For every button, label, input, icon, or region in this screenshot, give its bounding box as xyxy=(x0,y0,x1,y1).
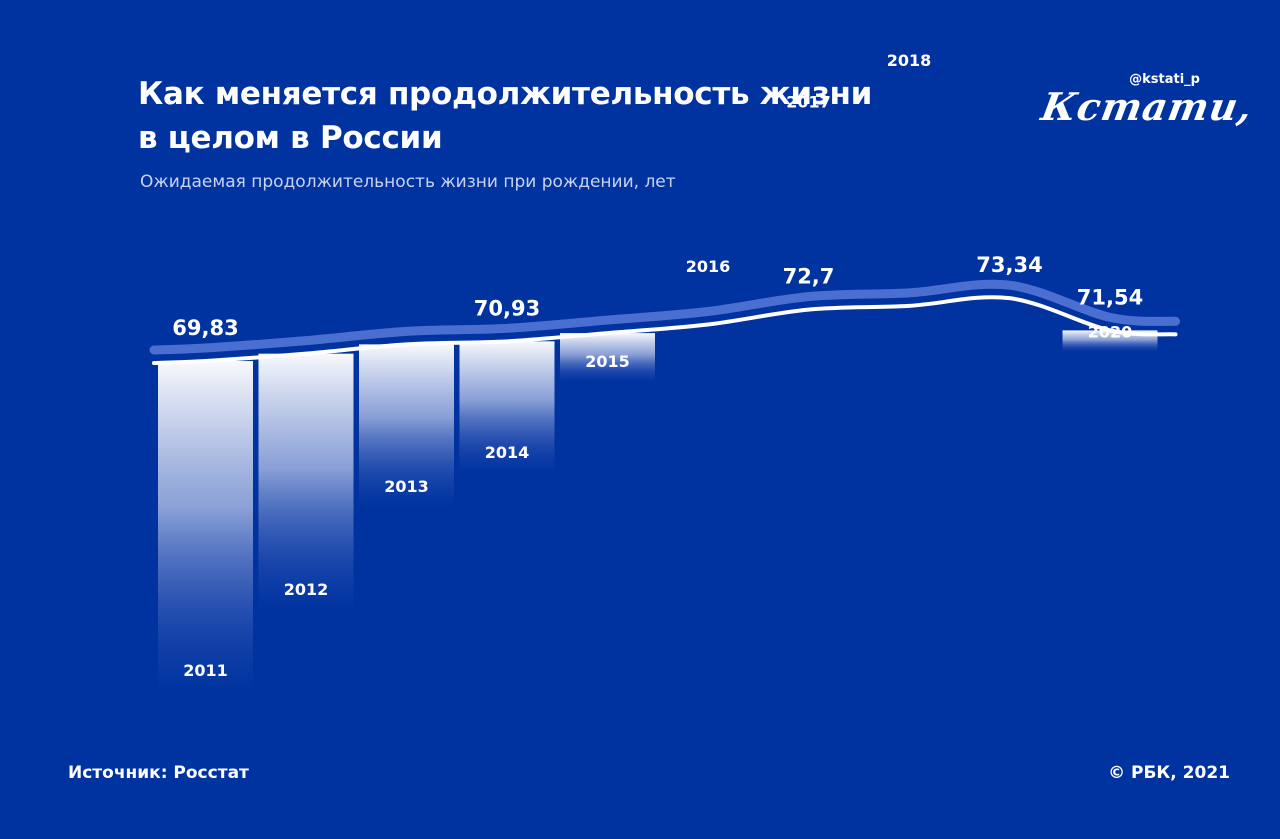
year-label-2017: 2017 xyxy=(786,93,831,112)
chart-subtitle: Ожидаемая продолжительность жизни при ро… xyxy=(140,172,676,192)
year-label-2016: 2016 xyxy=(686,257,731,276)
logo-handle: @kstati_p xyxy=(1129,72,1200,87)
value-labels-group: 69,83 70,93 72,7 73,34 71,54 xyxy=(172,253,1143,340)
value-label-2020: 71,54 xyxy=(1077,285,1143,309)
value-label-2014: 70,93 xyxy=(474,296,540,320)
title-line-2: в целом в России xyxy=(138,120,443,156)
copyright-note: © РБК, 2021 xyxy=(1108,763,1230,783)
bar-2011 xyxy=(158,361,253,690)
value-label-2017: 72,7 xyxy=(783,265,835,289)
title-line-1: Как меняется продолжительность жизни xyxy=(138,76,873,112)
year-label-2015: 2015 xyxy=(585,352,630,371)
value-label-2019: 73,34 xyxy=(976,253,1042,277)
year-label-2011: 2011 xyxy=(183,661,228,680)
value-label-2011: 69,83 xyxy=(172,316,238,340)
bar-2014 xyxy=(459,341,555,473)
trend-line xyxy=(152,295,1178,365)
source-note: Источник: Росстат xyxy=(68,763,249,783)
year-label-2012: 2012 xyxy=(284,580,329,599)
trend-halo-line xyxy=(149,279,1180,355)
brand-logo: @kstati_p Кстати, xyxy=(1038,72,1257,132)
year-label-2014: 2014 xyxy=(485,443,530,462)
year-label-2018: 2018 xyxy=(887,51,932,70)
bars-group xyxy=(158,330,1158,690)
bar-2015 xyxy=(560,333,655,382)
year-labels-group: 2011201220132014201520162017201820192020 xyxy=(183,51,1133,680)
bar-2013 xyxy=(359,344,454,506)
year-label-2020: 2020 xyxy=(1088,322,1133,341)
bar-2020 xyxy=(1062,330,1158,352)
chart-title: Как меняется продолжительность жизни в ц… xyxy=(138,72,872,160)
bar-2012 xyxy=(258,353,354,609)
year-label-2013: 2013 xyxy=(384,477,429,496)
